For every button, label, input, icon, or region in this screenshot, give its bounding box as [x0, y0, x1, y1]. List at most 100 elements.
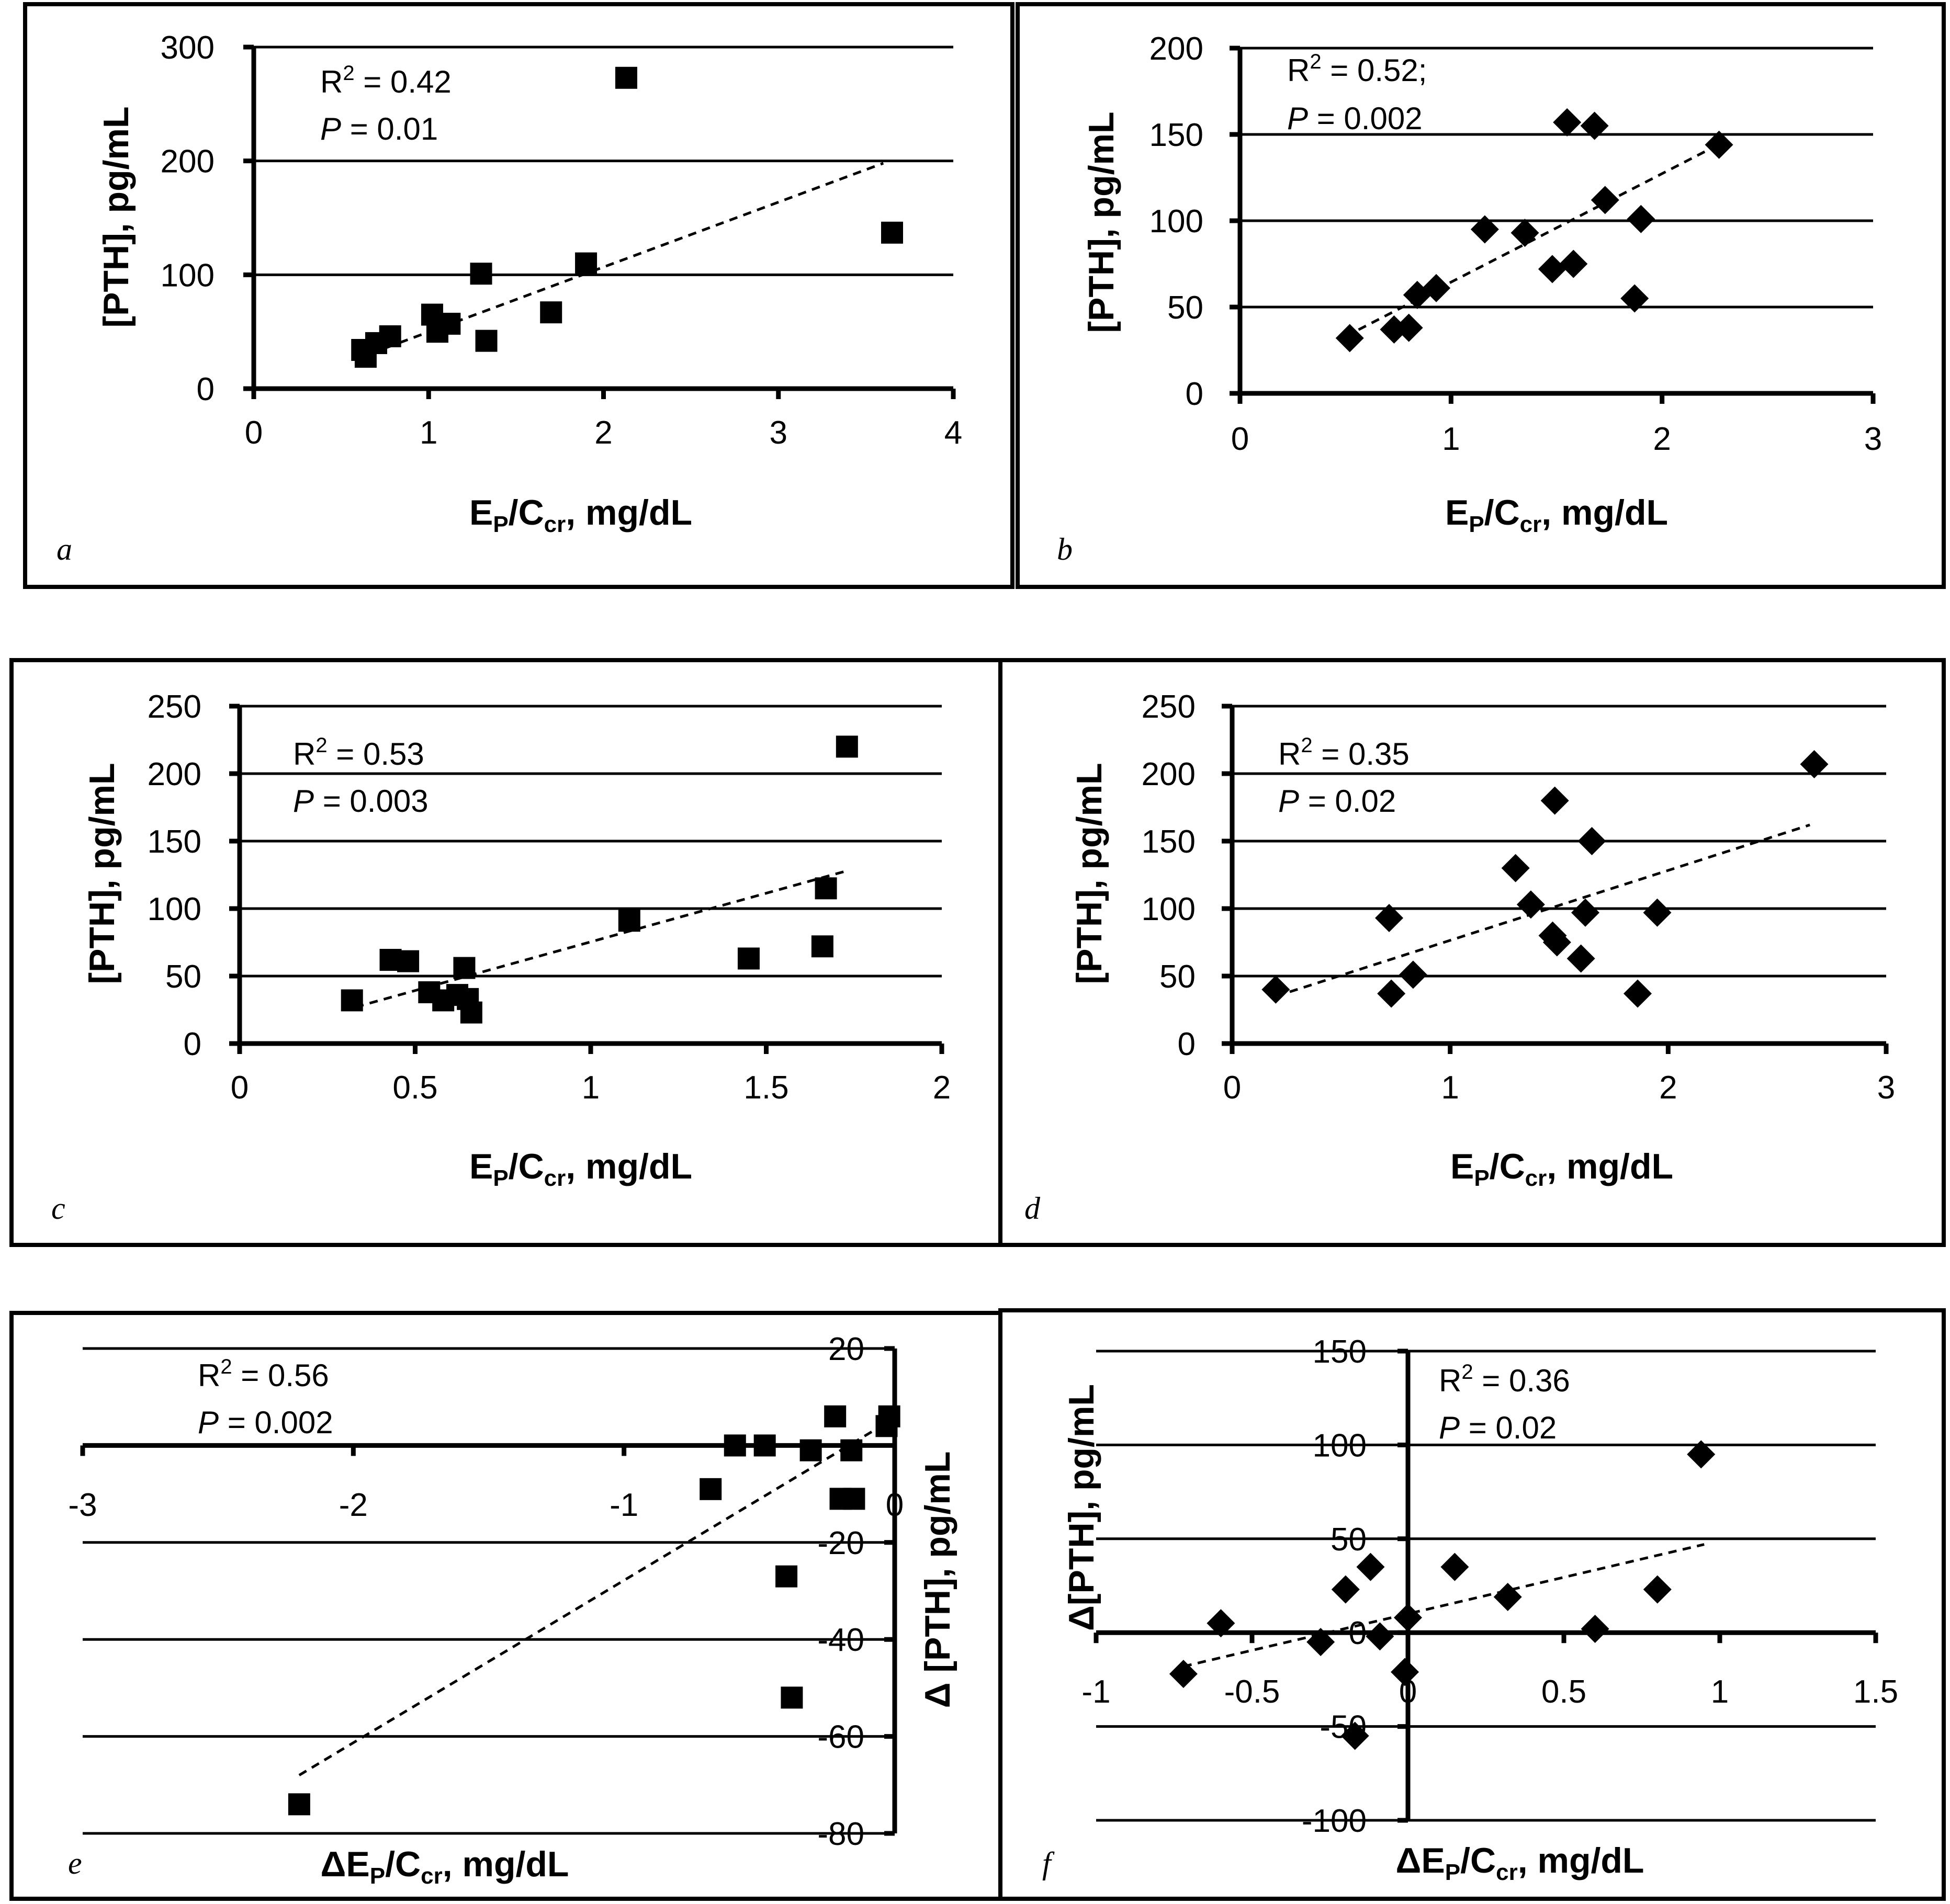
x-axis-title: EP/Ccr, mg/dL: [469, 493, 692, 537]
data-point: [1493, 1583, 1522, 1612]
trendline: [1183, 1543, 1705, 1668]
x-axis-title: EP/Ccr, mg/dL: [1450, 1147, 1673, 1191]
y-tick-label: 0: [184, 1026, 201, 1062]
y-tick-label: 50: [1331, 1522, 1367, 1558]
y-tick-label: 100: [1142, 891, 1196, 927]
x-tick-label: 0.5: [392, 1070, 437, 1106]
x-tick-label: 3: [770, 415, 787, 451]
x-tick-label: 1: [1442, 421, 1460, 457]
data-point: [724, 1434, 746, 1457]
x-tick-label: 2: [1659, 1070, 1677, 1106]
y-tick-label: 150: [1149, 117, 1203, 153]
r-squared-label: R2 = 0.36: [1439, 1361, 1570, 1398]
y-tick-label: -60: [817, 1719, 864, 1755]
y-tick-label: 50: [165, 959, 201, 995]
x-tick-label: 0: [245, 415, 263, 451]
x-tick-label: 3: [1864, 421, 1882, 457]
data-point: [1207, 1609, 1235, 1638]
x-tick-label: 1: [1711, 1674, 1729, 1710]
data-point: [811, 935, 833, 958]
r-squared-label: R2 = 0.35: [1278, 734, 1410, 772]
data-point: [1331, 1575, 1360, 1604]
data-point: [615, 66, 637, 89]
y-tick-label: 100: [148, 891, 201, 927]
data-point: [1627, 205, 1655, 233]
data-point: [1540, 786, 1569, 815]
y-axis-title: [PTH], pg/mL: [82, 763, 122, 984]
panel-frame: [23, 2, 1015, 589]
panel-letter: e: [68, 1846, 82, 1880]
data-point: [1377, 979, 1406, 1008]
data-point: [1366, 1622, 1394, 1651]
x-axis-title: ΔEP/Ccr, mg/dL: [321, 1844, 569, 1889]
y-tick-label: -20: [817, 1525, 864, 1561]
data-point: [341, 989, 363, 1012]
data-point: [1511, 219, 1539, 247]
panel-letter: a: [57, 532, 72, 566]
x-tick-label: 4: [944, 415, 962, 451]
y-tick-label: 0: [1349, 1615, 1367, 1651]
panel-letter: b: [1057, 532, 1073, 566]
chart-panel-d: 0 1 2 3 0 50 100 150 200 250 R2 = 0.35 P = 0.02 EP/C…: [998, 658, 1946, 1247]
y-tick-label: 150: [1313, 1334, 1367, 1370]
y-tick-label: -40: [817, 1622, 864, 1658]
data-point: [470, 263, 492, 285]
panel-letter: d: [1024, 1191, 1041, 1226]
x-tick-label: 1: [420, 415, 437, 451]
r-squared-label: R2 = 0.53: [293, 734, 424, 772]
y-tick-label: 0: [197, 371, 215, 407]
x-tick-label: 1: [1441, 1070, 1459, 1106]
data-point: [881, 221, 904, 244]
y-tick-label: 200: [148, 756, 201, 792]
data-point: [1516, 890, 1545, 919]
data-point: [438, 312, 461, 335]
panel-letter: f: [1042, 1846, 1055, 1880]
panel-frame: [998, 1308, 1946, 1901]
y-tick-label: 200: [1149, 31, 1203, 67]
y-tick-label: -80: [817, 1816, 864, 1852]
y-tick-label: 150: [1142, 824, 1196, 860]
x-tick-label: 1.5: [743, 1070, 788, 1106]
x-tick-label: 1: [582, 1070, 600, 1106]
data-point: [1440, 1552, 1469, 1581]
data-point: [1591, 186, 1619, 214]
data-point: [288, 1793, 310, 1816]
data-point: [453, 957, 476, 979]
panel-frame: [9, 1311, 1002, 1901]
trendline: [355, 869, 848, 1008]
data-point: [475, 330, 498, 352]
data-point: [1394, 313, 1423, 342]
y-axis-title: [PTH], pg/mL: [1081, 111, 1121, 333]
data-point: [1538, 255, 1566, 284]
data-point: [1375, 904, 1403, 933]
trendline: [1275, 823, 1810, 998]
p-value-label: P = 0.01: [320, 111, 438, 146]
data-point: [1800, 750, 1829, 778]
y-axis-title: [PTH], pg/mL: [96, 106, 136, 327]
p-value-label: P = 0.02: [1439, 1410, 1557, 1445]
y-tick-label: 20: [828, 1331, 864, 1367]
y-axis-title: Δ [PTH], pg/mL: [918, 1452, 957, 1708]
data-point: [1577, 827, 1606, 855]
data-point: [815, 877, 837, 900]
data-point: [1501, 854, 1530, 882]
x-tick-label: 1.5: [1853, 1674, 1898, 1710]
y-tick-label: 100: [1149, 203, 1203, 240]
data-point: [575, 252, 598, 275]
data-point: [737, 947, 760, 970]
x-tick-label: 0: [231, 1070, 249, 1106]
data-point: [878, 1405, 900, 1427]
y-tick-label: 200: [161, 144, 215, 180]
x-tick-label: 0.5: [1541, 1674, 1586, 1710]
data-point: [1553, 108, 1582, 137]
y-axis-title: Δ[PTH], pg/mL: [1062, 1384, 1101, 1631]
data-point: [1643, 898, 1672, 927]
y-tick-label: -100: [1302, 1803, 1367, 1839]
data-point: [1581, 1615, 1609, 1644]
x-tick-label: -0.5: [1224, 1674, 1280, 1710]
data-point: [1542, 928, 1571, 957]
x-tick-label: -1: [610, 1487, 638, 1523]
panel-frame: [998, 658, 1946, 1247]
